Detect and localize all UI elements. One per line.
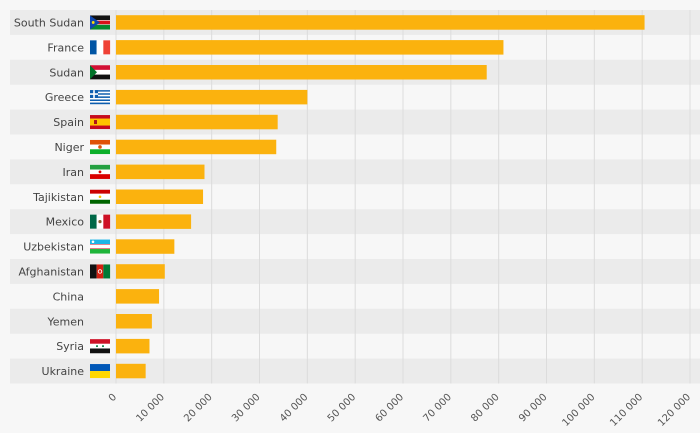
x-axis-tick-labels: 0 10 000 20 000 30 000 40 000 50 000 60 000 70 …: [107, 392, 693, 429]
bar: [116, 40, 504, 55]
bar: [116, 338, 150, 354]
bar: [116, 363, 146, 379]
category-label: Syria: [56, 340, 84, 353]
france-flag-icon: [90, 40, 111, 55]
bar: [116, 15, 645, 30]
category-label: Yemen: [47, 315, 85, 328]
x-tick-label: 0: [107, 392, 119, 404]
bar: [116, 239, 175, 254]
ukraine-flag-icon: [90, 364, 110, 379]
iran-flag-icon: [90, 164, 110, 179]
category-label: Sudan: [49, 66, 84, 79]
afghanistan-flag-icon: [90, 264, 111, 279]
category-label: Ukraine: [42, 365, 85, 378]
category-label: Spain: [53, 116, 84, 129]
category-label: Iran: [63, 166, 85, 179]
bar: [116, 314, 152, 329]
category-label: Uzbekistan: [23, 241, 84, 254]
category-label: Greece: [45, 91, 84, 104]
bar: [116, 214, 192, 229]
bar: [116, 189, 204, 204]
category-label: China: [53, 290, 84, 303]
south-sudan-flag-icon: [90, 15, 110, 30]
bar: [116, 289, 160, 304]
x-tick-label: 80 000: [469, 392, 502, 425]
x-tick-label: 60 000: [374, 392, 407, 425]
x-tick-label: 120 000: [656, 392, 693, 429]
x-tick-label: 30 000: [230, 392, 263, 425]
mexico-flag-icon: [90, 214, 111, 229]
sudan-flag-icon: [90, 65, 110, 80]
x-tick-label: 110 000: [608, 392, 645, 429]
uzbekistan-flag-icon: [90, 239, 110, 254]
category-label: Afghanistan: [19, 265, 85, 278]
category-label: South Sudan: [14, 16, 84, 29]
niger-flag-icon: [90, 139, 110, 155]
bar: [116, 89, 308, 105]
category-label: Mexico: [46, 216, 85, 229]
bar: [116, 65, 487, 80]
bar: [116, 164, 205, 180]
x-tick-label: 90 000: [517, 392, 550, 425]
x-tick-label: 10 000: [134, 392, 167, 425]
category-label: Niger: [54, 141, 84, 154]
x-tick-label: 70 000: [421, 392, 454, 425]
x-tick-label: 50 000: [326, 392, 359, 425]
x-tick-label: 20 000: [182, 392, 215, 425]
category-labels: South Sudan France Sudan Greece Spain Niger Ir…: [14, 16, 85, 378]
category-label: France: [47, 41, 84, 54]
greece-flag-icon: [90, 90, 110, 105]
bar: [116, 139, 277, 155]
bar: [116, 114, 278, 130]
spain-flag-icon: [90, 115, 110, 130]
syria-flag-icon: [90, 339, 110, 354]
category-label: Tajikistan: [32, 191, 84, 204]
x-tick-label: 100 000: [560, 392, 597, 429]
bar: [116, 264, 165, 279]
tajikistan-flag-icon: [90, 189, 110, 204]
bars: [116, 15, 645, 379]
x-tick-label: 40 000: [278, 392, 311, 425]
flag-icons: [90, 15, 111, 379]
